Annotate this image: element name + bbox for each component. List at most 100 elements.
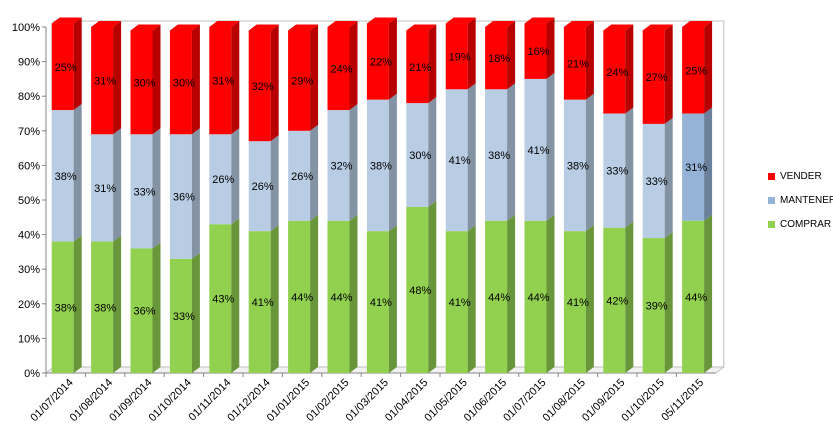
bar-side-comprar (310, 214, 319, 373)
data-label: 42% (606, 295, 628, 307)
bar-vender (91, 27, 114, 135)
y-tick-label: 50% (18, 195, 40, 207)
bar-stack-01-11-2014: 43% 26% 31% (209, 21, 240, 373)
bar-top-vender (169, 24, 200, 31)
bar-comprar (642, 238, 665, 373)
bar-top-vender (209, 21, 240, 27)
bar-side-comprar (428, 200, 437, 373)
y-tick-label: 10% (18, 333, 40, 345)
data-label: 21% (409, 62, 431, 74)
bar-side-mantener (152, 128, 161, 249)
data-label: 29% (291, 76, 313, 88)
data-label: 43% (212, 294, 234, 306)
bar-stack-05-11-2015: 44% 31% 25% (682, 21, 713, 373)
bar-stack-01-07-2014: 38% 38% 25% (51, 17, 82, 373)
bar-vender (603, 30, 626, 114)
bar-side-vender (113, 21, 122, 135)
bar-side-comprar (507, 214, 516, 373)
data-label: 41% (449, 297, 471, 309)
bar-side-mantener (507, 83, 516, 221)
bar-vender (485, 27, 508, 90)
bar-side-mantener (388, 93, 397, 232)
bar-vender (563, 27, 586, 100)
data-label: 26% (252, 181, 274, 193)
bar-side-comprar (625, 221, 634, 373)
y-tick-label: 80% (18, 91, 40, 103)
bar-side-vender (467, 17, 476, 90)
bar-comprar (603, 227, 626, 373)
bar-side-mantener (73, 104, 82, 242)
bar-side-mantener (467, 83, 476, 232)
data-label: 38% (55, 171, 77, 183)
bar-mantener (485, 89, 508, 221)
bar-mantener (642, 123, 665, 239)
data-label: 24% (330, 64, 352, 76)
legend-swatch-mantener (768, 197, 775, 204)
data-label: 38% (55, 302, 77, 314)
data-label: 48% (409, 285, 431, 297)
bar-vender (288, 30, 311, 131)
bar-side-vender (585, 21, 594, 100)
legend-swatch-comprar (768, 221, 775, 228)
bar-stack-01-07-2015: 44% 41% 16% (524, 17, 555, 373)
bar-side-comprar (704, 214, 713, 373)
bar-top-vender (248, 24, 279, 31)
data-label: 32% (252, 81, 274, 93)
data-label: 38% (567, 160, 589, 172)
y-tick-label: 20% (18, 299, 40, 311)
data-label: 38% (370, 160, 392, 172)
bar-side-vender (73, 17, 82, 111)
bar-mantener (209, 134, 232, 225)
bar-side-comprar (152, 242, 161, 373)
bar-side-comprar (270, 225, 279, 373)
bar-side-vender (625, 24, 634, 114)
bar-side-mantener (270, 135, 279, 232)
bar-comprar (485, 220, 508, 373)
data-label: 36% (133, 306, 155, 318)
data-label: 32% (330, 160, 352, 172)
bar-top-vender (366, 17, 397, 24)
data-label: 26% (212, 174, 234, 186)
bar-mantener (563, 99, 586, 232)
bar-side-comprar (467, 225, 476, 373)
bar-top-vender (406, 24, 437, 31)
x-tick-label: 01/10/2015 (619, 377, 666, 424)
bar-stack-01-09-2015: 42% 33% 24% (603, 24, 634, 373)
bar-mantener (524, 78, 547, 221)
bar-comprar (682, 220, 705, 373)
bar-top-vender (603, 24, 634, 31)
data-label: 19% (449, 51, 471, 63)
bar-side-vender (388, 17, 397, 100)
legend-swatch-vender (768, 173, 775, 180)
bar-side-vender (310, 24, 319, 131)
legend-item-vender: VENDER (768, 170, 833, 194)
bar-mantener (91, 134, 114, 242)
bar-vender (169, 30, 192, 135)
bar-comprar (209, 224, 232, 373)
bar-side-comprar (664, 232, 673, 373)
y-tick-label: 90% (18, 57, 40, 69)
bar-vender (327, 27, 350, 111)
bar-mantener (169, 134, 192, 259)
bar-top-vender (51, 17, 82, 24)
bar-side-vender (507, 21, 516, 90)
bar-stack-01-09-2014: 36% 33% 30% (130, 24, 161, 373)
bar-vender (682, 27, 705, 114)
bar-top-vender (682, 21, 713, 27)
data-label: 26% (291, 171, 313, 183)
bar-comprar (445, 231, 468, 373)
bar-top-vender (91, 21, 122, 27)
data-label: 41% (449, 155, 471, 167)
data-label: 25% (685, 65, 707, 77)
y-tick-label: 70% (18, 126, 40, 138)
data-label: 41% (252, 297, 274, 309)
data-label: 44% (488, 292, 510, 304)
bar-side-vender (704, 21, 713, 114)
bar-mantener (603, 113, 626, 228)
bar-side-vender (152, 24, 161, 135)
bar-stack-01-08-2015: 41% 38% 21% (563, 21, 594, 373)
data-label: 38% (94, 302, 116, 314)
bar-mantener (366, 99, 389, 232)
bar-stack-01-12-2014: 41% 26% 32% (248, 24, 279, 373)
bar-stack-01-10-2014: 33% 36% 30% (169, 24, 200, 373)
